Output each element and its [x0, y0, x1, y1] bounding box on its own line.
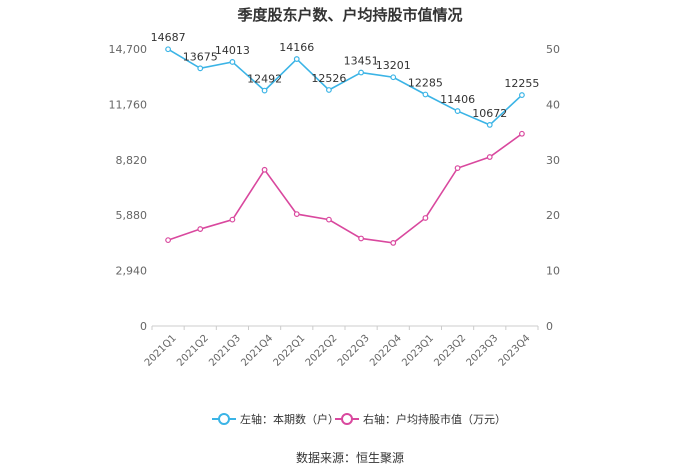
data-point[interactable] [165, 237, 171, 244]
left-tick-label: 11,760 [109, 98, 148, 111]
data-point[interactable] [293, 56, 300, 62]
legend-item-avg-value[interactable]: 右轴：户均持股市值（万元） [335, 412, 506, 426]
x-tick-label: 2021Q4 [239, 333, 275, 369]
right-tick-label: 50 [546, 43, 560, 56]
x-tick-label: 2022Q4 [368, 333, 404, 369]
x-tick-label: 2023Q1 [400, 333, 436, 369]
right-tick-label: 40 [546, 98, 560, 111]
left-tick-label: 2,940 [116, 265, 148, 278]
right-tick-label: 0 [546, 320, 553, 333]
axes: 0 2,940 5,880 8,820 11,760 14,700 0 10 20 30 40 50 2… [109, 43, 561, 369]
data-point[interactable] [454, 108, 461, 114]
data-point[interactable] [422, 215, 429, 221]
x-tick-label: 2023Q2 [432, 333, 468, 369]
data-label: 13675 [183, 50, 218, 63]
data-point[interactable] [326, 216, 332, 223]
data-point[interactable] [229, 59, 236, 65]
left-tick-label: 5,880 [116, 209, 148, 222]
legend-item-households[interactable]: 左轴：本期数（户） [212, 412, 339, 426]
legend-marker-avg-value [341, 413, 353, 425]
data-point[interactable] [486, 122, 493, 128]
data-label: 10672 [472, 107, 507, 120]
data-point[interactable] [519, 92, 525, 98]
series-avg-value [165, 130, 525, 246]
left-tick-label: 14,700 [109, 43, 148, 56]
data-point[interactable] [422, 91, 429, 98]
data-label: 13201 [376, 59, 411, 72]
series-line [167, 133, 523, 244]
x-tick-label: 2021Q3 [207, 333, 243, 369]
x-tick-label: 2023Q4 [497, 333, 533, 369]
x-tick-label: 2022Q3 [336, 333, 372, 369]
data-point[interactable] [293, 211, 300, 217]
right-tick-label: 30 [546, 154, 560, 167]
legend-label-avg-value: 右轴：户均持股市值（万元） [363, 412, 506, 426]
data-point[interactable] [197, 65, 204, 72]
data-label: 12285 [408, 77, 443, 90]
data-point[interactable] [390, 74, 397, 81]
data-point[interactable] [358, 235, 364, 242]
legend: 左轴：本期数（户） 右轴：户均持股市值（万元） [212, 412, 506, 426]
data-point[interactable] [486, 154, 493, 160]
legend-marker-households [218, 413, 230, 425]
data-point[interactable] [454, 165, 461, 172]
right-tick-label: 20 [546, 209, 560, 222]
data-label: 14166 [279, 41, 314, 54]
data-point[interactable] [519, 130, 525, 137]
data-point[interactable] [358, 69, 364, 76]
x-tick-label: 2023Q3 [465, 333, 501, 369]
x-tick-label: 2021Q2 [175, 333, 211, 369]
data-point[interactable] [165, 46, 171, 53]
data-label: 12255 [504, 77, 539, 90]
data-point[interactable] [197, 226, 204, 232]
x-tick-label: 2022Q1 [272, 333, 308, 369]
data-point[interactable] [261, 166, 268, 173]
data-point[interactable] [326, 87, 332, 93]
series-line [167, 48, 523, 126]
data-label: 11406 [440, 93, 475, 106]
data-point[interactable] [229, 216, 236, 223]
data-point[interactable] [390, 239, 397, 246]
legend-label-households: 左轴：本期数（户） [240, 412, 339, 426]
chart-title: 季度股东户数、户均持股市值情况 [237, 6, 462, 24]
x-tick-label: 2022Q2 [304, 333, 340, 369]
x-tick-label: 2021Q1 [143, 333, 179, 369]
data-label: 14687 [151, 31, 186, 44]
left-tick-label: 0 [140, 320, 147, 333]
data-point[interactable] [261, 87, 268, 94]
data-source: 数据来源：恒生聚源 [296, 450, 404, 465]
data-label: 14013 [215, 44, 250, 57]
right-tick-label: 10 [546, 265, 560, 278]
left-tick-label: 8,820 [116, 154, 148, 167]
data-label: 12526 [311, 72, 346, 85]
data-label: 12492 [247, 73, 282, 86]
data-label: 13451 [344, 55, 379, 68]
